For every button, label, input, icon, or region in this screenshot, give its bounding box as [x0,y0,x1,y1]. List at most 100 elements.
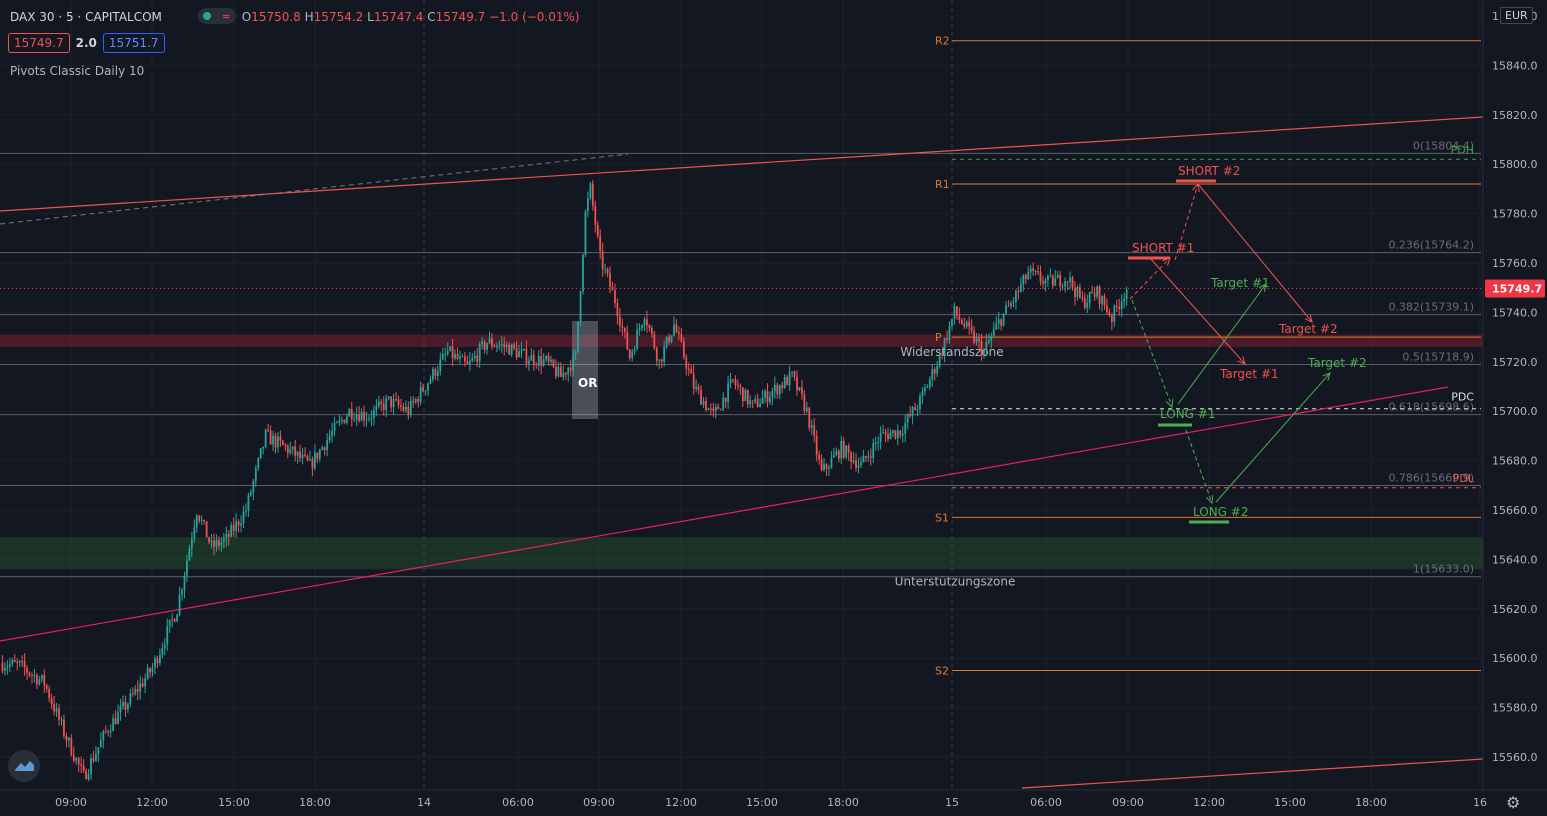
candle-body [872,442,875,458]
candle-body [90,758,92,775]
candle-body [195,515,198,528]
candle-body [1046,275,1049,281]
candle-body [296,451,299,456]
candle-body [1110,315,1113,322]
candle-body [60,719,63,721]
candle-body [793,371,796,377]
candle-body [1005,305,1007,314]
candle-body [434,369,437,377]
candle-body [390,396,393,408]
candle-body [641,325,643,329]
candle-body [896,430,899,439]
close-value: 15749.7 [435,10,486,24]
candle-body [127,704,129,710]
candle-body [95,753,97,761]
candle-body [122,702,124,707]
short2-label: SHORT #2 [1178,164,1240,178]
candle-body [729,379,732,384]
candle-body [1061,286,1064,288]
candle-body [668,336,670,343]
symbol-title[interactable]: DAX 30 · 5 · CAPITALCOM [10,10,162,24]
buy-button[interactable]: 15751.7 [102,33,165,53]
candle-body [769,396,771,403]
candle-body [188,548,191,561]
candle-body [616,303,619,317]
candle-body [523,348,525,350]
candle-body [218,540,220,546]
candle-body [1042,281,1044,284]
candle-body [621,326,624,328]
gear-icon[interactable]: ⚙ [1506,793,1521,812]
candle-body [820,459,823,470]
candle-body [171,619,174,621]
candle-body [746,389,749,405]
candle-body [45,685,48,689]
target1-long-label: Target #1 [1210,276,1270,290]
candle-body [380,401,383,404]
candle-body [102,731,105,741]
sell-button[interactable]: 15749.7 [8,33,70,53]
candle-body [887,434,889,440]
candle-body [146,668,149,679]
candle-body [28,672,31,676]
candle-body [33,675,36,677]
candle-body [397,399,400,406]
candle-body [921,391,924,396]
spread-value: 2.0 [75,36,97,50]
candle-body [606,268,609,274]
candle-body [673,324,675,336]
candle-body [459,356,461,359]
candle-body [978,338,980,342]
equals-icon: ≈ [221,9,231,23]
short2-entry-arrow [1174,183,1199,261]
candle-body [709,408,712,410]
candle-body [400,405,402,407]
candle-body [842,441,845,458]
candle-body [916,409,919,411]
candle-body [1032,268,1035,272]
candle-body [232,525,235,531]
candle-body [1123,299,1126,302]
fib-label: 1(15633.0) [1413,563,1474,576]
candle-body [862,456,865,463]
candle-body [134,688,137,694]
candle-body [508,344,511,355]
candle-body [788,372,791,386]
candle-body [13,659,16,662]
candle-body [274,435,277,448]
candle-body [946,338,948,340]
candle-body [493,346,496,348]
currency-button[interactable]: EUR [1500,7,1533,24]
legend-toggles[interactable]: ≈ [198,8,236,24]
candle-body [348,409,351,417]
candle-body [714,406,717,411]
candle-body [601,251,604,269]
indicator-label[interactable]: Pivots Classic Daily 10 [10,64,145,78]
candle-body [370,417,373,419]
candle-body [80,764,83,766]
candle-body [225,533,228,539]
candle-body [953,306,956,319]
candle-body [31,675,33,677]
candle-body [1103,296,1106,306]
candle-body [948,325,951,340]
candle-body [1081,297,1084,299]
candle-body [867,456,870,458]
candle-body [230,525,233,537]
candle-body [719,409,722,411]
candle-body [18,661,21,663]
candle-body [707,408,710,411]
candle-body [958,315,961,320]
candle-body [906,414,909,423]
candle-body [1012,302,1015,304]
candle-body [163,644,166,649]
candle-body [505,344,508,347]
candle-body [734,379,737,386]
candle-body [360,412,363,421]
candle-body [965,321,968,327]
candle-body [40,675,43,680]
candle-body [609,273,611,287]
candle-body [739,386,742,388]
candle-body [914,407,916,411]
